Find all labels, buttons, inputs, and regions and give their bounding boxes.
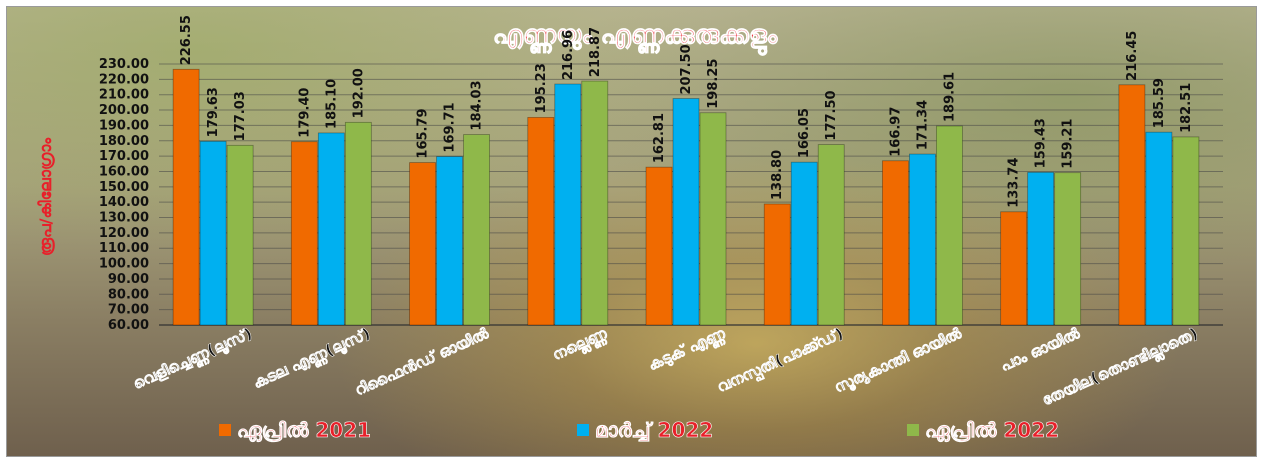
data-label: 184.03 xyxy=(470,80,485,130)
data-label: 159.43 xyxy=(1034,118,1049,168)
bar xyxy=(1172,136,1200,326)
data-label: 189.61 xyxy=(942,72,957,122)
bar xyxy=(199,140,227,326)
bar xyxy=(909,153,936,326)
bar-chart: എണ്ണയും എണ്ണക്കുരുക്കളും രൂപ/കിലോഗ്രാം 6… xyxy=(36,15,1223,442)
legend-swatch xyxy=(907,424,919,436)
bar xyxy=(1027,171,1055,326)
data-label: 133.74 xyxy=(1007,158,1022,208)
data-label: 226.55 xyxy=(179,15,194,65)
x-tick-label: നല്ലെണ്ണ xyxy=(550,324,612,367)
x-tick-label: റിഫൈൻഡ് ഓയിൽ xyxy=(352,324,491,399)
bar xyxy=(882,160,909,326)
bar xyxy=(1145,131,1173,326)
y-tick-label: 230.00 xyxy=(99,57,149,72)
bar xyxy=(409,162,436,326)
bar xyxy=(172,68,200,326)
legend-swatch xyxy=(577,424,589,436)
x-tick-label: വനസ്പതി(പാക്ക്ഡ്) xyxy=(714,324,847,398)
y-tick-label: 160.00 xyxy=(99,164,149,179)
bar xyxy=(1118,84,1146,326)
y-tick-label: 90.00 xyxy=(108,272,149,287)
y-axis-ticks: 60.0070.0080.0090.00100.00110.00120.0013… xyxy=(99,57,149,333)
x-tick-label: സൂര്യകാന്തി ഓയിൽ xyxy=(832,324,966,398)
bar xyxy=(936,125,963,326)
data-label: 195.23 xyxy=(534,63,549,113)
data-label: 166.97 xyxy=(888,107,903,157)
data-label: 138.80 xyxy=(770,150,785,200)
y-tick-label: 150.00 xyxy=(99,180,149,195)
data-label: 179.63 xyxy=(206,87,221,137)
data-labels: 226.55 179.63 177.03 179.40 185.10 192.00 165.… xyxy=(179,15,1194,208)
legend-swatch xyxy=(219,424,231,436)
y-tick-label: 190.00 xyxy=(99,118,149,133)
y-tick-label: 80.00 xyxy=(108,287,149,302)
bar xyxy=(226,144,254,326)
legend-label: മാർച്ച് 2022 xyxy=(595,418,713,442)
data-label: 207.50 xyxy=(679,44,694,94)
data-label: 192.00 xyxy=(351,68,366,118)
bar xyxy=(645,166,673,326)
legend: ഏപ്രിൽ 2021 മാർച്ച് 2022 ഏപ്രിൽ 2022 xyxy=(219,418,1059,442)
y-tick-label: 140.00 xyxy=(99,195,149,210)
bar xyxy=(1054,172,1082,326)
bar xyxy=(763,203,791,326)
data-label: 169.71 xyxy=(443,102,458,152)
bars xyxy=(172,68,1200,326)
data-label: 218.87 xyxy=(588,27,603,77)
legend-label: ഏപ്രിൽ 2022 xyxy=(925,418,1059,442)
x-tick-label: വെളിച്ചെണ്ണ(ലൂസ്) xyxy=(130,324,256,396)
y-tick-label: 200.00 xyxy=(99,103,149,118)
y-axis-label: രൂപ/കിലോഗ്രാം xyxy=(36,137,56,256)
bar xyxy=(554,83,582,326)
bar xyxy=(317,132,345,326)
data-label: 177.03 xyxy=(233,91,248,141)
bar xyxy=(527,116,555,326)
y-tick-label: 220.00 xyxy=(99,72,149,87)
x-tick-label: പാം ഓയിൽ xyxy=(998,324,1083,375)
y-tick-label: 70.00 xyxy=(108,303,149,318)
chart-title: എണ്ണയും എണ്ണക്കുരുക്കളും xyxy=(493,20,778,56)
data-label: 185.10 xyxy=(324,79,339,129)
bar xyxy=(344,121,372,326)
bar xyxy=(290,141,318,326)
x-axis-categories: വെളിച്ചെണ്ണ(ലൂസ്)കടല എണ്ണ(ലൂസ്)റിഫൈൻഡ് ഓ… xyxy=(130,324,1202,413)
y-tick-label: 180.00 xyxy=(99,134,149,149)
y-tick-label: 60.00 xyxy=(108,318,149,333)
bar xyxy=(463,134,490,326)
bar xyxy=(672,98,700,326)
data-label: 166.05 xyxy=(797,108,812,158)
data-label: 165.79 xyxy=(416,108,431,158)
y-tick-label: 210.00 xyxy=(99,88,149,103)
bar xyxy=(817,144,845,326)
data-label: 182.51 xyxy=(1179,83,1194,133)
data-label: 185.59 xyxy=(1152,78,1167,128)
y-tick-label: 130.00 xyxy=(99,211,149,226)
data-label: 179.40 xyxy=(297,88,312,138)
bar xyxy=(581,80,609,326)
y-tick-label: 110.00 xyxy=(99,241,149,256)
y-tick-label: 120.00 xyxy=(99,226,149,241)
legend-label: ഏപ്രിൽ 2021 xyxy=(237,418,371,442)
bar xyxy=(1000,211,1028,326)
y-tick-label: 170.00 xyxy=(99,149,149,164)
data-label: 216.45 xyxy=(1125,31,1140,81)
chart-frame: എണ്ണയും എണ്ണക്കുരുക്കളും രൂപ/കിലോഗ്രാം 6… xyxy=(6,6,1257,457)
bar xyxy=(436,156,463,326)
data-label: 162.81 xyxy=(652,113,667,163)
bar xyxy=(790,161,818,326)
data-label: 159.21 xyxy=(1061,119,1076,169)
data-label: 177.50 xyxy=(824,90,839,140)
x-tick-label: കടുക് എണ്ണ xyxy=(645,324,730,377)
data-label: 216.96 xyxy=(561,30,576,80)
data-label: 198.25 xyxy=(706,59,721,109)
y-tick-label: 100.00 xyxy=(99,257,149,272)
bar xyxy=(699,112,727,326)
data-label: 171.34 xyxy=(915,100,930,150)
